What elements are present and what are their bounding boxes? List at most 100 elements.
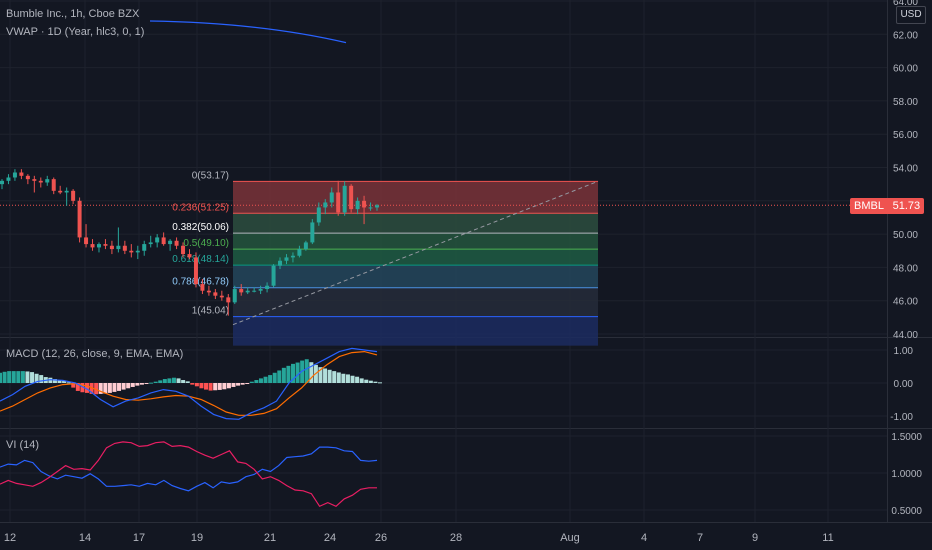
macd-histogram-bar — [80, 383, 85, 393]
macd-histogram-bar — [190, 383, 195, 385]
macd-histogram-bar — [263, 376, 268, 383]
fib-zone — [233, 181, 598, 214]
candle-body — [200, 284, 205, 291]
candle-body — [355, 200, 360, 210]
macd-histogram-bar — [272, 372, 277, 383]
fib-level-label: 0.786(46.78) — [172, 277, 229, 288]
candle-body — [0, 180, 4, 185]
macd-histogram-bar — [107, 383, 112, 393]
macd-histogram-bar — [162, 379, 167, 383]
candle-body — [103, 244, 108, 246]
macd-histogram-bar — [309, 362, 314, 383]
macd-histogram-bar — [222, 383, 227, 390]
macd-histogram-bar — [39, 375, 44, 383]
candle-body — [349, 185, 354, 210]
macd-histogram-bar — [249, 381, 254, 383]
macd-histogram-bar — [89, 383, 94, 394]
fibonacci-retracement[interactable]: 0(53.17) 0.236(51.25) 0.382(50.06) 0.5(49.1… — [172, 170, 599, 346]
candle-body — [12, 172, 17, 178]
candle-body — [303, 242, 308, 250]
candle-body — [232, 289, 237, 303]
macd-histogram-bar — [117, 383, 122, 391]
macd-histogram-bar — [345, 374, 350, 383]
candle-body — [38, 180, 43, 183]
currency-button[interactable]: USD — [896, 6, 926, 24]
price-badge: BMBL 51.73 — [850, 198, 925, 214]
candle-body — [122, 245, 127, 251]
time-tick-label: 9 — [752, 532, 758, 544]
macd-histogram-bar — [149, 382, 154, 384]
candle-body — [109, 245, 114, 250]
candle-body — [290, 255, 295, 258]
macd-histogram-bar — [112, 383, 117, 392]
time-tick-label: 7 — [697, 532, 703, 544]
macd-histogram-bar — [295, 362, 300, 383]
macd-histogram-bar — [204, 383, 209, 390]
candle-body — [213, 292, 218, 296]
candle-body — [161, 237, 166, 245]
macd-histogram-bar — [2, 371, 7, 383]
time-tick-label: 28 — [450, 532, 462, 544]
candle-body — [278, 260, 283, 266]
time-tick-label: 24 — [324, 532, 336, 544]
macd-histogram-bar — [121, 383, 126, 390]
vi-tick-label: 1.0000 — [891, 469, 922, 480]
macd-histogram-bar — [103, 383, 108, 394]
candle-body — [375, 205, 379, 208]
macd-histogram-bar — [277, 370, 282, 383]
candlestick-series — [0, 169, 379, 316]
time-tick-label: 11 — [822, 532, 833, 544]
candle-body — [336, 192, 341, 213]
price-tick-label: 46.00 — [893, 297, 918, 308]
candle-body — [342, 185, 347, 213]
macd-tick-label: -1.00 — [890, 412, 913, 423]
candle-body — [206, 290, 211, 293]
macd-histogram-bar — [240, 383, 245, 385]
badge-symbol: BMBL — [854, 200, 884, 212]
macd-histogram-bar — [226, 383, 231, 389]
macd-histogram-bar — [286, 365, 291, 383]
macd-histogram-bar — [48, 377, 53, 383]
time-axis[interactable]: 12 14 17 19 21 24 26 28 Aug 4 7 9 11 — [4, 532, 834, 544]
candle-body — [297, 249, 302, 256]
time-tick-label: 19 — [191, 532, 203, 544]
macd-histogram-bar — [185, 381, 190, 383]
price-tick-label: 64.00 — [893, 0, 918, 8]
macd-histogram-bar — [139, 383, 144, 385]
price-tick-label: 44.00 — [893, 330, 918, 341]
macd-histogram-bar — [7, 371, 12, 383]
candle-body — [362, 200, 367, 208]
macd-histogram-bar — [181, 380, 186, 383]
macd-histogram-bar — [332, 371, 337, 383]
fib-trend-line — [232, 180, 599, 326]
macd-histogram-bar — [231, 383, 236, 387]
candle-body — [148, 242, 153, 245]
candle-body — [25, 175, 30, 180]
time-tick-label: Aug — [560, 532, 580, 544]
vi-minus-line — [0, 441, 377, 508]
candle-body — [51, 179, 56, 191]
macd-histogram-bar — [327, 369, 332, 383]
macd-histogram-bar — [171, 377, 176, 383]
macd-histogram-bar — [158, 380, 163, 383]
candle-body — [368, 207, 373, 209]
candle-body — [174, 240, 179, 246]
macd-histogram-bar — [94, 383, 99, 395]
candle-body — [90, 244, 95, 248]
macd-histogram-bar — [355, 376, 360, 383]
macd-histogram-bar — [176, 378, 181, 383]
fib-zone — [233, 249, 598, 266]
macd-histogram-bar — [153, 381, 158, 383]
vi-tick-label: 1.5000 — [891, 432, 922, 443]
vwap-line — [149, 20, 347, 44]
macd-histogram-bar — [52, 379, 57, 383]
macd-histogram-bar — [268, 375, 273, 383]
candle-body — [316, 207, 321, 223]
price-tick-label: 54.00 — [893, 164, 918, 175]
candle-body — [84, 237, 89, 245]
vortex-pane — [0, 441, 378, 508]
fib-level-label: 0.382(50.06) — [172, 222, 229, 233]
macd-histogram-bar — [368, 380, 373, 383]
macd-histogram-bar — [57, 380, 62, 383]
